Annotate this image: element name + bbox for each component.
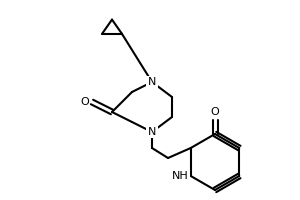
Text: N: N [148,127,156,137]
Text: N: N [148,77,156,87]
Text: O: O [80,97,89,107]
Text: O: O [211,107,219,117]
Text: NH: NH [172,171,189,181]
